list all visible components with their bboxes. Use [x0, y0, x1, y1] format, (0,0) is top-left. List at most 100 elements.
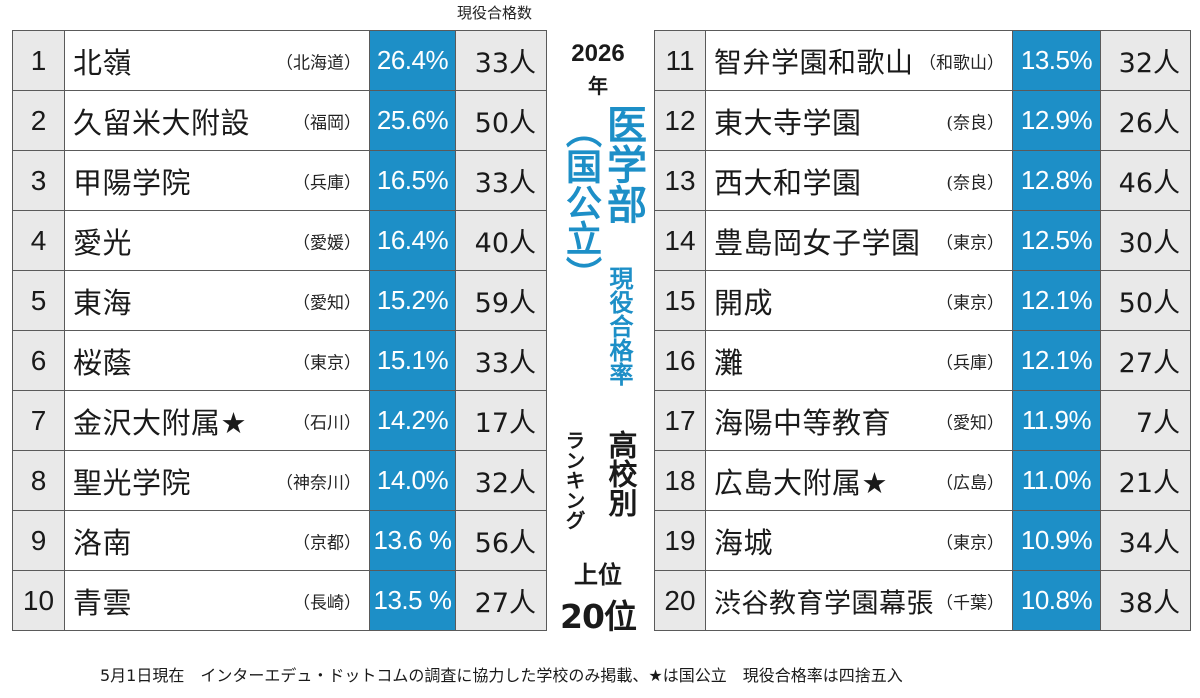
- pass-rate-cell: 12.1%: [1012, 330, 1101, 391]
- school-name: 甲陽学院: [73, 165, 192, 200]
- prefecture: （兵庫）: [936, 353, 1004, 373]
- pass-rate-cell: 12.5%: [1012, 210, 1101, 271]
- title-school-label: 高校別: [604, 430, 638, 517]
- prefecture: （愛媛）: [293, 233, 361, 253]
- table-row: 5 東海 （愛知） 15.2% 59人: [12, 270, 547, 331]
- rank-cell: 4: [12, 210, 65, 271]
- pass-rate-cell: 14.0%: [369, 450, 456, 511]
- prefecture: （広島）: [936, 473, 1004, 493]
- school-name: 青雲: [73, 585, 133, 620]
- rank-cell: 1: [12, 30, 65, 91]
- prefecture: （兵庫）: [293, 173, 361, 193]
- school-name: 北嶺: [73, 45, 133, 80]
- pass-rate-cell: 11.9%: [1012, 390, 1101, 451]
- prefecture: （福岡）: [293, 113, 361, 133]
- prefecture: （千葉）: [936, 593, 1004, 613]
- school-name: 渋谷教育学園幕張: [714, 588, 934, 619]
- rank-cell: 5: [12, 270, 65, 331]
- pass-rate-cell: 15.2%: [369, 270, 456, 331]
- count-column-header: 現役合格数: [457, 4, 533, 22]
- pass-count-cell: 21人: [1100, 450, 1191, 511]
- table-row: 14 豊島岡女子学園 （東京） 12.5% 30人: [654, 210, 1191, 271]
- ranking-table-right: 11 智弁学園和歌山 （和歌山） 13.5% 32人 12 東大寺学園 (奈良） 12.9% 26…: [654, 30, 1191, 631]
- school-cell: 愛光 （愛媛）: [64, 210, 370, 271]
- school-cell: 聖光学院 （神奈川）: [64, 450, 370, 511]
- pass-count-cell: 27人: [455, 570, 547, 631]
- school-cell: 開成 （東京）: [705, 270, 1013, 331]
- school-name: 東大寺学園: [714, 105, 862, 140]
- prefecture: （東京）: [936, 293, 1004, 313]
- pass-count-cell: 59人: [455, 270, 547, 331]
- pass-rate-cell: 13.6 %: [369, 510, 456, 571]
- title-year: 2026: [571, 40, 625, 67]
- prefecture: （北海道）: [276, 53, 361, 73]
- pass-count-cell: 32人: [455, 450, 547, 511]
- prefecture: (奈良）: [946, 173, 1004, 193]
- pass-count-cell: 33人: [455, 30, 547, 91]
- school-name: 智弁学園和歌山: [714, 45, 914, 79]
- school-name: 聖光学院: [73, 465, 192, 500]
- pass-count-cell: 34人: [1100, 510, 1191, 571]
- rank-cell: 15: [654, 270, 706, 331]
- pass-count-cell: 38人: [1100, 570, 1191, 631]
- rank-cell: 14: [654, 210, 706, 271]
- pass-rate-cell: 16.4%: [369, 210, 456, 271]
- pass-count-cell: 17人: [455, 390, 547, 451]
- ranking-title: 2026 年 医学部 （国公立） 現役合格率 高校別 ランキング 上位 20位: [548, 30, 648, 640]
- school-cell: 東海 （愛知）: [64, 270, 370, 331]
- title-ranking-label: ランキング: [562, 430, 586, 530]
- rank-cell: 10: [12, 570, 65, 631]
- table-row: 3 甲陽学院 （兵庫） 16.5% 33人: [12, 150, 547, 211]
- school-name: 東海: [73, 285, 133, 320]
- school-cell: 甲陽学院 （兵庫）: [64, 150, 370, 211]
- pass-rate-cell: 10.8%: [1012, 570, 1101, 631]
- pass-rate-cell: 11.0%: [1012, 450, 1101, 511]
- school-name: 久留米大附設: [73, 105, 251, 140]
- title-top-label: 上位: [574, 561, 622, 589]
- school-name: 西大和学園: [714, 165, 862, 200]
- pass-count-cell: 50人: [1100, 270, 1191, 331]
- pass-count-cell: 46人: [1100, 150, 1191, 211]
- pass-count-cell: 50人: [455, 90, 547, 151]
- school-cell: 豊島岡女子学園 （東京）: [705, 210, 1013, 271]
- pass-rate-cell: 25.6%: [369, 90, 456, 151]
- school-name: 金沢大附属★: [73, 405, 247, 440]
- school-cell: 灘 （兵庫）: [705, 330, 1013, 391]
- school-cell: 東大寺学園 (奈良）: [705, 90, 1013, 151]
- pass-count-cell: 33人: [455, 150, 547, 211]
- rank-cell: 17: [654, 390, 706, 451]
- prefecture: （東京）: [936, 533, 1004, 553]
- school-name: 洛南: [73, 525, 133, 560]
- rank-cell: 11: [654, 30, 706, 91]
- rank-cell: 20: [654, 570, 706, 631]
- prefecture: （東京）: [293, 353, 361, 373]
- school-cell: 海城 （東京）: [705, 510, 1013, 571]
- pass-count-cell: 56人: [455, 510, 547, 571]
- title-rate-label: 現役合格率: [605, 266, 633, 386]
- table-row: 19 海城 （東京） 10.9% 34人: [654, 510, 1191, 571]
- rank-cell: 13: [654, 150, 706, 211]
- school-name: 灘: [714, 345, 744, 380]
- prefecture: （神奈川）: [276, 473, 361, 493]
- pass-rate-cell: 12.1%: [1012, 270, 1101, 331]
- prefecture: （長崎）: [293, 593, 361, 613]
- school-cell: 広島大附属★ （広島）: [705, 450, 1013, 511]
- pass-count-cell: 33人: [455, 330, 547, 391]
- table-row: 17 海陽中等教育 （愛知） 11.9% 7人: [654, 390, 1191, 451]
- school-cell: 洛南 （京都）: [64, 510, 370, 571]
- prefecture: （和歌山）: [919, 53, 1004, 73]
- prefecture: （愛知）: [936, 413, 1004, 433]
- school-cell: 智弁学園和歌山 （和歌山）: [705, 30, 1013, 91]
- pass-rate-cell: 13.5%: [1012, 30, 1101, 91]
- rank-cell: 3: [12, 150, 65, 211]
- school-cell: 北嶺 （北海道）: [64, 30, 370, 91]
- pass-rate-cell: 12.8%: [1012, 150, 1101, 211]
- title-category: （国公立）: [560, 112, 601, 292]
- title-subject: 医学部: [600, 104, 646, 224]
- pass-rate-cell: 10.9%: [1012, 510, 1101, 571]
- school-cell: 西大和学園 (奈良）: [705, 150, 1013, 211]
- rank-cell: 16: [654, 330, 706, 391]
- school-cell: 海陽中等教育 （愛知）: [705, 390, 1013, 451]
- pass-rate-cell: 26.4%: [369, 30, 456, 91]
- prefecture: (奈良）: [946, 113, 1004, 133]
